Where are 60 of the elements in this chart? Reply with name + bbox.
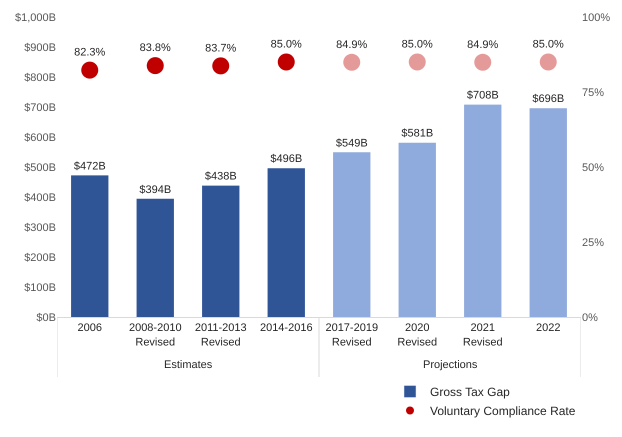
point [278, 54, 295, 70]
point [408, 54, 426, 70]
data-label: $394B [139, 184, 172, 196]
y-tick-label: $1,000B [15, 12, 56, 24]
x-tick-label: 2020 Revised [397, 322, 438, 348]
bar [333, 152, 370, 317]
y-tick-label: $0B [36, 312, 56, 324]
text: Projections [423, 359, 478, 371]
bar [202, 186, 240, 317]
data-label: 85.0% [532, 38, 564, 51]
x-tick-label: 2021 Revised [462, 322, 503, 348]
bar [268, 168, 305, 317]
x-tick-label: 2017-2019 Revised [325, 322, 378, 348]
text: Estimates [164, 359, 213, 371]
data-label: 85.0% [402, 38, 434, 51]
x-tick-label: 2008-2010 Revised [128, 322, 182, 348]
data-label: 82.3% [74, 46, 106, 59]
data-label: $496B [270, 153, 302, 166]
y-tick-label: $300B [24, 222, 56, 234]
data-label: 83.7% [205, 42, 237, 55]
data-label: $438B [204, 170, 237, 183]
data-label: $549B [336, 137, 368, 150]
y-tick-label: $600B [24, 132, 56, 144]
y-tick-label: $200B [24, 252, 56, 264]
point [212, 57, 230, 74]
point [474, 54, 492, 71]
bar [398, 142, 436, 317]
y-tick-label: $800B [24, 72, 56, 84]
bar [71, 175, 108, 317]
point [343, 54, 360, 71]
y2-tick-label: 50% [582, 162, 604, 174]
bar [530, 108, 567, 317]
data-label: $708B [466, 90, 499, 102]
data-label: 84.9% [467, 38, 499, 51]
bar [464, 104, 502, 317]
y2-tick-label: 75% [582, 86, 604, 99]
bar [136, 198, 174, 317]
y-tick-label: $100B [24, 282, 56, 294]
y-tick-label: $700B [24, 102, 56, 114]
y-tick-label: $900B [24, 42, 56, 54]
point [81, 62, 98, 79]
x-tick-label: 2011-2013 Revised [194, 322, 247, 348]
data-label: $472B [74, 160, 106, 172]
y-tick-label: $500B [24, 162, 56, 174]
data-label: $581B [401, 128, 434, 140]
legend-label: Gross Tax Gap [430, 385, 510, 400]
data-label: 84.9% [336, 38, 368, 51]
point [540, 54, 557, 70]
y-tick-label: $400B [24, 192, 56, 204]
legend-label: Voluntary Compliance Rate [430, 404, 576, 418]
y2-tick-label: 100% [582, 12, 610, 24]
y2-tick-label: 25% [582, 236, 604, 249]
y2-tick-label: 0% [582, 312, 598, 324]
x-tick-label: 2014-2016 [260, 322, 313, 334]
point [146, 57, 164, 74]
x-tick-label: 2006 [78, 322, 102, 334]
data-label: 85.0% [270, 38, 302, 51]
data-label: $696B [532, 93, 564, 106]
data-label: 83.8% [140, 42, 172, 54]
x-tick-label: 2022 [536, 322, 560, 334]
